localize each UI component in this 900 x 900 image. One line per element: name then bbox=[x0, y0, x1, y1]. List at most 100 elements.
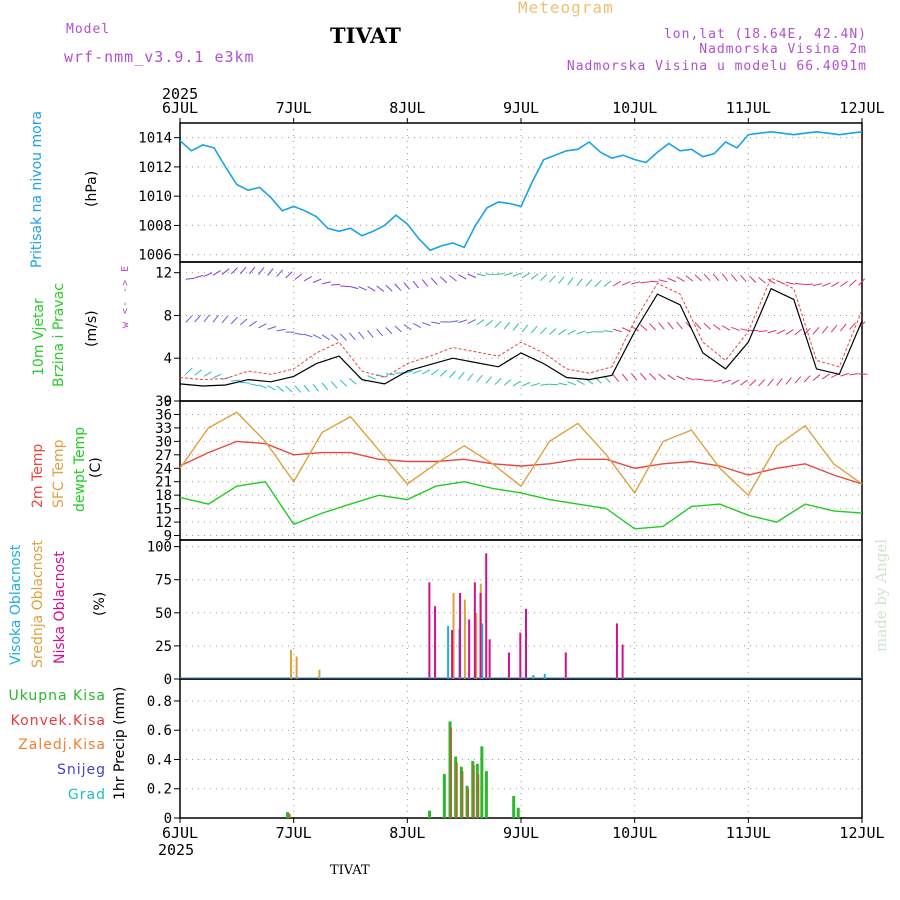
wind-arrow bbox=[348, 332, 356, 341]
wind-arrow bbox=[203, 272, 213, 277]
cloud-bar bbox=[564, 652, 567, 679]
wind-arrow bbox=[267, 326, 277, 330]
y-tick-label: 1006 bbox=[138, 248, 172, 264]
wind-arrow bbox=[794, 376, 802, 384]
high-cloud-label: Visoka Oblacnost bbox=[8, 544, 24, 665]
wind-arrow bbox=[676, 321, 683, 330]
watermark: made by Angel bbox=[872, 539, 890, 652]
wind-arrow bbox=[458, 319, 468, 324]
wind-arrow bbox=[458, 371, 465, 380]
model-label: Model bbox=[66, 22, 110, 37]
cloud-bar bbox=[488, 639, 491, 679]
wind-arrow bbox=[530, 325, 538, 334]
wind-arrow bbox=[712, 273, 720, 282]
y-tick-label: 0.2 bbox=[147, 782, 172, 798]
wind-arrow bbox=[358, 286, 367, 291]
wind-arrow bbox=[612, 328, 622, 333]
wind-arrow bbox=[330, 381, 338, 389]
wind-arrow bbox=[267, 385, 276, 391]
wind-arrow bbox=[621, 281, 631, 286]
wind-arrow bbox=[449, 275, 457, 282]
wind-arrow bbox=[312, 334, 322, 340]
wind-arrow bbox=[676, 276, 685, 282]
wind-arrow bbox=[476, 319, 485, 326]
wind-arrow bbox=[394, 325, 402, 333]
wind-arrow bbox=[349, 285, 359, 290]
wind-arrow bbox=[849, 373, 859, 376]
wind-arrow bbox=[494, 273, 504, 275]
wind-arrow bbox=[321, 281, 331, 285]
cloud-bar bbox=[428, 582, 431, 679]
wind-arrow bbox=[558, 329, 567, 336]
wind-arrow bbox=[567, 381, 577, 386]
wind-arrow bbox=[812, 374, 821, 381]
wind-arrow bbox=[813, 283, 823, 287]
wind-arrow bbox=[603, 330, 613, 333]
y-tick-label: 0.4 bbox=[147, 752, 172, 768]
wind-arrow bbox=[849, 322, 856, 330]
wind-arrow bbox=[621, 373, 629, 382]
wind-arrow bbox=[276, 269, 284, 277]
y-tick-label: 1014 bbox=[138, 131, 172, 147]
wind-label: 10m Vjetar bbox=[31, 298, 47, 376]
cloud-bar bbox=[621, 644, 624, 679]
precip-bar bbox=[512, 796, 516, 818]
precip-bar bbox=[467, 788, 470, 818]
cloud-bar bbox=[507, 652, 510, 679]
wind-arrow bbox=[776, 377, 783, 386]
cloud-bar bbox=[475, 612, 478, 679]
y-tick-label: 75 bbox=[155, 573, 172, 589]
wind-arrow bbox=[667, 321, 674, 330]
wind-unit: (m/s) bbox=[84, 310, 100, 347]
wind-arrow bbox=[439, 369, 448, 377]
wind-arrow bbox=[685, 376, 695, 381]
temp-line-0 bbox=[179, 440, 863, 485]
wind-arrow bbox=[430, 277, 438, 286]
wind-arrow bbox=[740, 274, 747, 283]
wind-arrow bbox=[421, 279, 429, 287]
wind-arrow bbox=[567, 329, 576, 335]
wind-arrow bbox=[258, 384, 267, 389]
mid-cloud-label: Srednja Oblacnost bbox=[30, 540, 46, 668]
wind-arrow bbox=[531, 382, 541, 387]
cloud-bar bbox=[289, 649, 292, 679]
wind-arrow bbox=[376, 328, 383, 337]
x-tick-label-bottom: 12JUL bbox=[839, 824, 884, 842]
wind-arrow bbox=[203, 314, 210, 323]
cloud-bar bbox=[459, 592, 462, 679]
wind-arrow bbox=[421, 322, 431, 327]
wind-arrow bbox=[558, 382, 568, 386]
wind-arrow bbox=[303, 333, 313, 338]
wind-arrow bbox=[521, 272, 531, 279]
wind-arrow bbox=[285, 271, 293, 279]
wind-arrow bbox=[485, 273, 495, 276]
wind-arrow bbox=[749, 275, 757, 283]
wind-arrow bbox=[394, 372, 404, 374]
low-cloud-label: Niska Oblacnost bbox=[52, 551, 68, 664]
y-tick-label: 18 bbox=[155, 488, 172, 504]
pressure-label: Pritisak na nivou mora bbox=[29, 111, 45, 268]
wind-arrow bbox=[785, 281, 795, 285]
wind-arrow bbox=[294, 332, 304, 336]
y-tick-label: 8 bbox=[164, 308, 172, 324]
wind-arrow bbox=[703, 322, 711, 330]
plot-layer: 1006100810101012101404812912151821242730… bbox=[138, 99, 884, 842]
wind-arrow bbox=[849, 279, 857, 287]
wind-arrow bbox=[494, 320, 502, 328]
wind-arrow bbox=[667, 374, 676, 381]
wind-arrow bbox=[694, 322, 702, 330]
wind-arrow bbox=[822, 282, 831, 287]
y-tick-label: 33 bbox=[155, 421, 172, 437]
wind-arrow bbox=[631, 281, 641, 285]
y-tick-label: 27 bbox=[155, 448, 172, 464]
wind-arrow bbox=[840, 280, 848, 287]
pressure-unit: (hPa) bbox=[84, 171, 100, 207]
cloud-bar bbox=[479, 592, 482, 679]
legend-hail: Grad bbox=[68, 787, 106, 803]
wind-arrow bbox=[712, 379, 723, 383]
y-tick-label: 0 bbox=[164, 672, 172, 688]
precip-bar bbox=[484, 771, 488, 818]
wind-arrow bbox=[367, 285, 376, 292]
y-tick-label: 15 bbox=[155, 502, 172, 518]
wind-arrow bbox=[758, 330, 768, 333]
